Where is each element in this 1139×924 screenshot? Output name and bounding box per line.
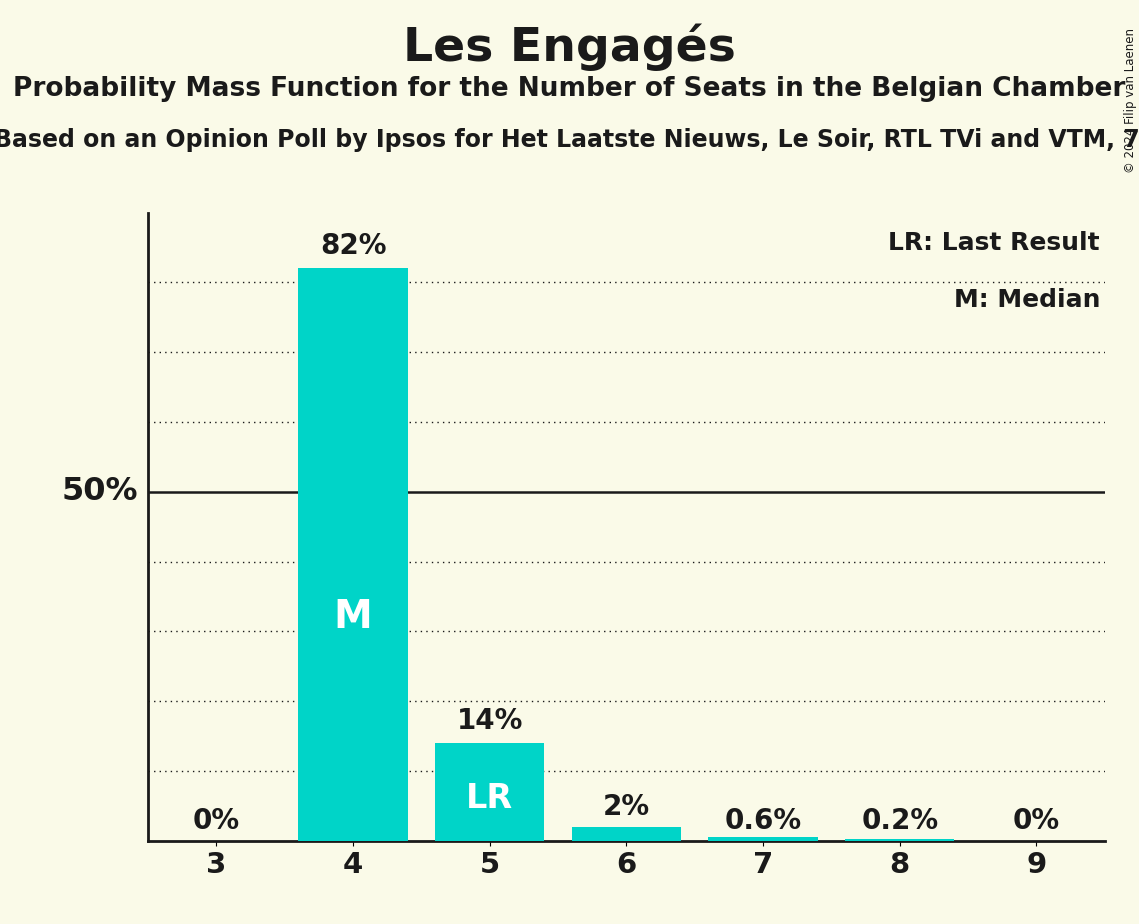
- Text: 14%: 14%: [457, 707, 523, 735]
- Text: 2%: 2%: [603, 794, 650, 821]
- Bar: [572, 827, 681, 841]
- Text: Les Engagés: Les Engagés: [403, 23, 736, 70]
- Text: M: M: [334, 599, 372, 637]
- Text: 0%: 0%: [1013, 808, 1060, 835]
- Text: 50%: 50%: [62, 476, 139, 507]
- Bar: [298, 268, 408, 841]
- Text: LR: Last Result: LR: Last Result: [888, 231, 1100, 255]
- Text: 82%: 82%: [320, 232, 386, 260]
- Text: 0.2%: 0.2%: [861, 808, 939, 835]
- Text: 0%: 0%: [192, 808, 240, 835]
- Bar: [708, 836, 818, 841]
- Text: Probability Mass Function for the Number of Seats in the Belgian Chamber: Probability Mass Function for the Number…: [14, 76, 1125, 102]
- Bar: [845, 839, 954, 841]
- Bar: [435, 743, 544, 841]
- Text: Based on an Opinion Poll by Ipsos for Het Laatste Nieuws, Le Soir, RTL TVi and V: Based on an Opinion Poll by Ipsos for He…: [0, 128, 1139, 152]
- Text: M: Median: M: Median: [953, 288, 1100, 312]
- Text: LR: LR: [466, 783, 514, 816]
- Text: 0.6%: 0.6%: [724, 808, 802, 835]
- Text: © 2024 Filip van Laenen: © 2024 Filip van Laenen: [1124, 28, 1137, 173]
